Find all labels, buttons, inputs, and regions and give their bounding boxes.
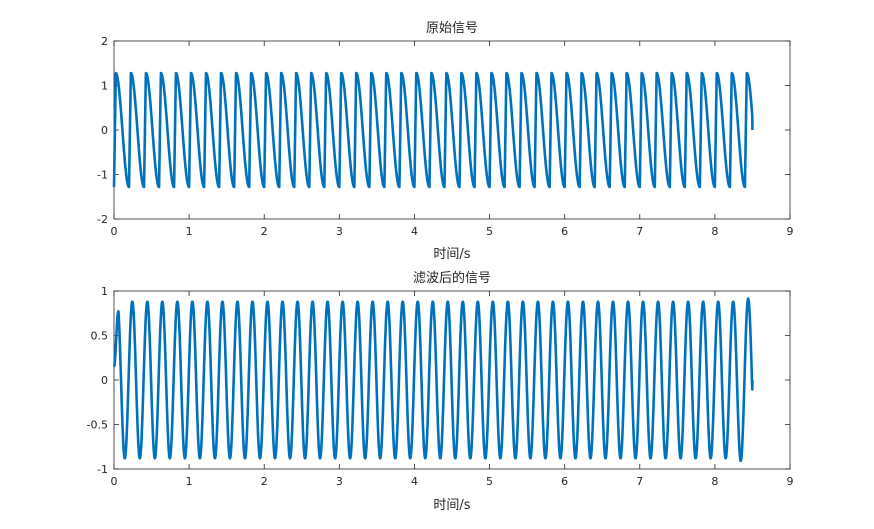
y-tick-label: -1 [97,463,108,476]
axes-filtered-ticks: 0 1 2 3 4 5 6 7 8 9 1 0.5 0 -0.5 -1 [87,285,794,488]
x-tick-label: 1 [186,225,193,238]
x-tick-label: 6 [561,475,568,488]
y-tick-label: 0 [101,374,108,387]
y-tick-label: -2 [97,213,108,226]
x-tick-label: 7 [636,475,643,488]
y-tick-label: 2 [101,35,108,48]
filtered-signal-series [112,297,754,463]
x-tick-label: 2 [261,475,268,488]
y-tick-label: 0 [101,124,108,137]
axes-original-ticks: 0 1 2 3 4 5 6 7 8 9 2 1 0 -1 -2 [97,35,793,238]
x-tick-label: 9 [787,225,794,238]
title-original-signal: 原始信号 [426,21,478,36]
xlabel-filtered-signal: 时间/s [433,498,470,513]
y-tick-label: 0.5 [91,330,109,343]
axes-filtered-signal: 0 1 2 3 4 5 6 7 8 9 1 0.5 0 -0.5 -1 滤波后的信号 时间/s [87,270,794,513]
title-filtered-signal: 滤波后的信号 [413,270,491,286]
x-tick-label: 8 [711,225,718,238]
filtered-signal-line [112,297,754,463]
x-tick-label: 4 [411,225,418,238]
x-tick-label: 1 [186,475,193,488]
y-tick-label: -0.5 [87,419,108,432]
x-tick-label: 5 [486,475,493,488]
x-tick-label: 8 [711,475,718,488]
y-tick-label: 1 [101,285,108,298]
y-tick-label: -1 [97,169,108,182]
x-tick-label: 4 [411,475,418,488]
x-tick-label: 3 [336,475,343,488]
x-tick-label: 5 [486,225,493,238]
x-tick-label: 7 [636,225,643,238]
x-tick-label: 6 [561,225,568,238]
original-signal-line [112,71,754,189]
original-signal-series [112,71,754,189]
x-tick-label: 0 [111,225,118,238]
x-tick-label: 3 [336,225,343,238]
y-tick-label: 1 [101,80,108,93]
axes-original-signal: 0 1 2 3 4 5 6 7 8 9 2 1 0 -1 -2 原始信号 时间/s [97,21,793,262]
x-tick-label: 0 [111,475,118,488]
xlabel-original-signal: 时间/s [433,247,470,262]
x-tick-label: 2 [261,225,268,238]
x-tick-label: 9 [787,475,794,488]
